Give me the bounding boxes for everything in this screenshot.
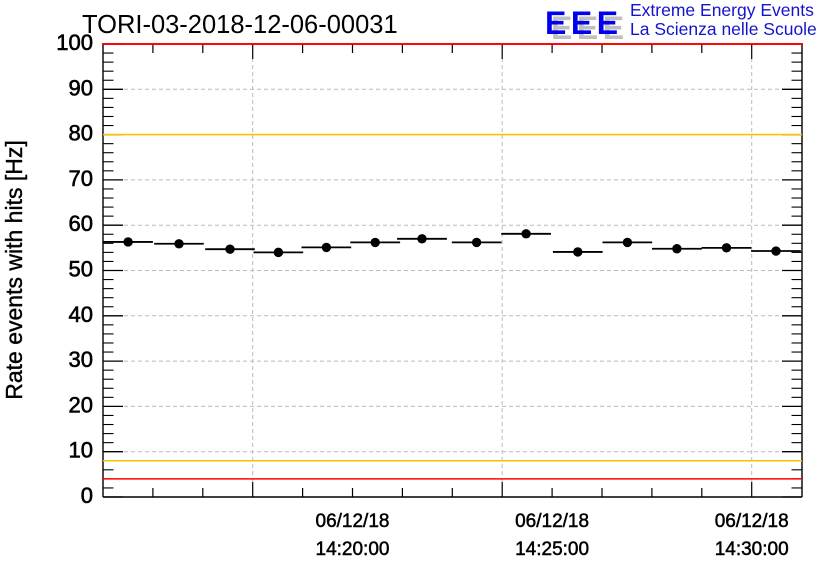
svg-text:06/12/18: 06/12/18 [715, 511, 789, 532]
svg-text:50: 50 [69, 257, 93, 282]
svg-text:14:20:00: 14:20:00 [316, 539, 390, 560]
svg-text:20: 20 [69, 392, 93, 417]
svg-text:14:25:00: 14:25:00 [515, 539, 589, 560]
svg-text:EEE: EEE [545, 5, 623, 41]
svg-text:80: 80 [69, 121, 93, 146]
svg-text:30: 30 [69, 347, 93, 372]
svg-text:0: 0 [81, 483, 93, 508]
svg-text:60: 60 [69, 211, 93, 236]
svg-text:TORI-03-2018-12-06-00031: TORI-03-2018-12-06-00031 [82, 11, 398, 39]
svg-text:90: 90 [69, 75, 93, 100]
svg-text:06/12/18: 06/12/18 [515, 511, 589, 532]
svg-text:Extreme Energy Events: Extreme Energy Events [630, 0, 814, 20]
svg-text:Rate events with hits [Hz]: Rate events with hits [Hz] [1, 140, 27, 400]
svg-text:06/12/18: 06/12/18 [316, 511, 390, 532]
svg-text:La Scienza nelle Scuole: La Scienza nelle Scuole [630, 19, 817, 39]
svg-text:70: 70 [69, 166, 93, 191]
svg-text:40: 40 [69, 302, 93, 327]
svg-text:10: 10 [69, 438, 93, 463]
svg-text:100: 100 [56, 30, 93, 55]
svg-text:14:30:00: 14:30:00 [715, 539, 789, 560]
